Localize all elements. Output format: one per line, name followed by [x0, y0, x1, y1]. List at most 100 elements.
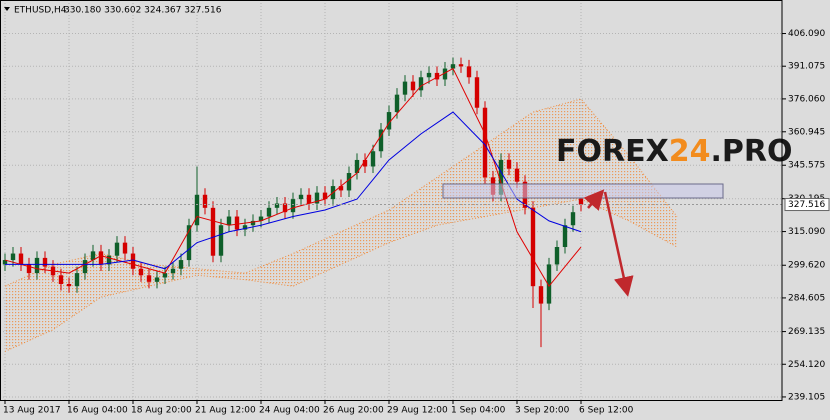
plot-frame [0, 0, 783, 401]
y-tick-label: 360.945 [788, 127, 825, 137]
candle-body [242, 225, 248, 230]
candle-body [194, 194, 200, 226]
x-tick-label: 1 Sep 04:00 [451, 406, 506, 416]
candle-body [450, 64, 456, 69]
candle-body [90, 251, 96, 261]
candle-body [346, 173, 352, 191]
candle-body [482, 107, 488, 178]
candle-body [154, 277, 160, 282]
indicator-line [4, 67, 582, 288]
candle-body [2, 260, 8, 265]
candle-body [10, 253, 16, 261]
candle-body [26, 264, 32, 274]
candle-body [378, 129, 384, 152]
y-tick-label: 315.090 [788, 227, 825, 237]
watermark-part: FOREX [556, 134, 669, 169]
candle-body [514, 168, 520, 182]
candle-body [530, 207, 536, 287]
candle-body [410, 81, 416, 91]
cloud-edge [4, 98, 678, 287]
candle-body [322, 192, 328, 200]
watermark-part: .PRO [710, 134, 792, 169]
candle-body [218, 225, 224, 256]
candle-body [274, 203, 280, 208]
y-tick-label: 376.060 [788, 94, 825, 104]
candle-body [426, 72, 432, 78]
candle-body [570, 212, 576, 226]
candle-body [434, 72, 440, 80]
y-tick-label: 254.120 [788, 360, 825, 370]
candle-body [282, 203, 288, 213]
candle-body [66, 284, 72, 287]
candle-body [162, 273, 168, 278]
candle-body [354, 159, 360, 174]
last-price-label: 327.516 [788, 200, 825, 210]
candle-body [130, 253, 136, 269]
candle-body [234, 216, 240, 230]
x-tick-label: 16 Aug 04:00 [67, 406, 128, 416]
x-tick-label: 13 Aug 2017 [3, 406, 61, 416]
candle-body [546, 264, 552, 304]
candle-body [538, 286, 544, 304]
y-tick-label: 299.620 [788, 261, 825, 271]
candle-body [58, 275, 64, 285]
candle-body [146, 275, 152, 282]
candle-body [306, 194, 312, 204]
y-tick-label: 345.575 [788, 161, 825, 171]
candle-body [202, 194, 208, 208]
y-tick-label: 406.090 [788, 29, 825, 39]
candle-body [258, 216, 264, 221]
candle-body [42, 257, 48, 267]
plot-area [0, 0, 782, 400]
x-tick-label: 21 Aug 12:00 [195, 406, 256, 416]
candle-body [186, 225, 192, 261]
candle-body [394, 94, 400, 113]
candle-body [498, 159, 504, 195]
candle-body [506, 159, 512, 169]
resistance-zone [442, 183, 724, 199]
candle-body [562, 225, 568, 248]
candle-body [578, 198, 584, 205]
candle-body [122, 242, 128, 254]
candle-body [138, 268, 144, 276]
y-tick-label: 269.135 [788, 327, 825, 337]
candle-body [474, 77, 480, 108]
candle-body [266, 207, 272, 217]
x-tick-label: 6 Sep 12:00 [579, 406, 634, 416]
candle-body [314, 192, 320, 204]
arrow-up [583, 189, 605, 211]
x-tick-label: 29 Aug 12:00 [387, 406, 448, 416]
candle-body [418, 77, 424, 91]
candle-body [290, 199, 296, 213]
candle-body [210, 207, 216, 256]
y-tick-label: 391.075 [788, 62, 825, 72]
candle-body [386, 112, 392, 130]
candle-body [554, 247, 560, 265]
candle-body [114, 242, 120, 256]
watermark-part: 24 [669, 134, 711, 169]
candle-body [402, 81, 408, 95]
candle-body [442, 68, 448, 80]
symbol: ETHUSD,H4 [14, 6, 67, 16]
candle-body [34, 257, 40, 274]
arrow-down [603, 191, 634, 297]
x-tick-label: 26 Aug 20:00 [323, 406, 384, 416]
candle-body [18, 253, 24, 265]
candle-body [298, 194, 304, 200]
candle-body [250, 220, 256, 226]
y-tick-label: 239.105 [788, 392, 825, 402]
candle-body [338, 186, 344, 191]
x-tick-label: 24 Aug 04:00 [259, 406, 320, 416]
candle-body [82, 260, 88, 274]
candle-body [466, 66, 472, 78]
last-price-box [784, 198, 830, 212]
x-tick-label: 3 Sep 20:00 [515, 406, 570, 416]
menu-triangle [4, 7, 10, 11]
candle-body [458, 64, 464, 67]
ohlc: 330.180 330.602 324.367 327.516 [64, 6, 222, 16]
candle-body [370, 151, 376, 167]
candle-body [98, 251, 104, 265]
candle-body [106, 255, 112, 265]
candle-body [74, 273, 80, 287]
